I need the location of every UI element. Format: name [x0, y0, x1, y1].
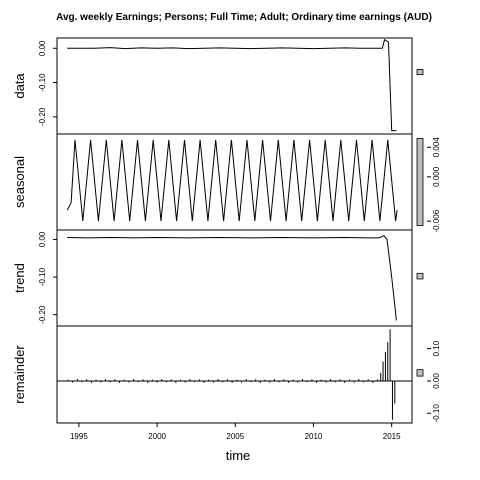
panels: data 0.00 -0.10 -0.20 seasonal 0.004 0.000 -0.0…: [12, 37, 441, 424]
trend-ytick-label: 0.00: [38, 231, 47, 247]
data-range-bar: [416, 69, 424, 76]
data-ytick-label: -0.20: [38, 107, 47, 126]
seasonal-panel: seasonal 0.004 0.000 -0.006: [12, 133, 441, 232]
seasonal-ytick-label: 0.000: [432, 166, 441, 187]
x-tick-label: 1995: [70, 432, 88, 441]
remainder-ytick-label: 0.00: [432, 373, 441, 389]
remainder-range-bar: [416, 369, 424, 377]
data-ylabel: data: [12, 73, 27, 99]
trend-frame: [56, 229, 413, 327]
chart-title: Avg. weekly Earnings; Persons; Full Time…: [56, 12, 432, 23]
data-panel: data 0.00 -0.10 -0.20: [12, 37, 424, 135]
remainder-ytick-label: -0.10: [432, 404, 441, 423]
data-frame: [56, 37, 413, 135]
x-axis-label: time: [226, 448, 251, 463]
x-tick-label: 2000: [148, 432, 166, 441]
x-tick-label: 2015: [383, 432, 401, 441]
trend-ytick-label: -0.10: [38, 267, 47, 286]
trend-series-line: [67, 234, 397, 321]
data-ytick-label: 0.00: [38, 40, 47, 56]
remainder-ytick-label: 0.10: [432, 340, 441, 356]
x-axis: 1995 2000 2005 2010 2015: [70, 423, 401, 441]
remainder-panel: remainder 0.10 0.00 -0.10: [12, 325, 441, 424]
seasonal-range-bar: [416, 138, 424, 226]
trend-panel: trend 0.00 -0.10 -0.20: [12, 229, 424, 327]
seasonal-series-line: [66, 139, 398, 222]
trend-range-bar: [416, 272, 424, 280]
seasonal-ylabel: seasonal: [12, 156, 27, 208]
x-tick-label: 2005: [226, 432, 244, 441]
data-ytick-label: -0.10: [38, 73, 47, 92]
seasonal-ytick-label: 0.004: [432, 137, 441, 158]
trend-ylabel: trend: [12, 263, 27, 293]
remainder-ylabel: remainder: [12, 345, 27, 404]
x-tick-label: 2010: [305, 432, 323, 441]
data-series-line: [67, 38, 397, 132]
remainder-frame: [56, 325, 413, 424]
seasonal-ytick-label: -0.006: [432, 209, 441, 232]
trend-ytick-label: -0.20: [38, 305, 47, 324]
